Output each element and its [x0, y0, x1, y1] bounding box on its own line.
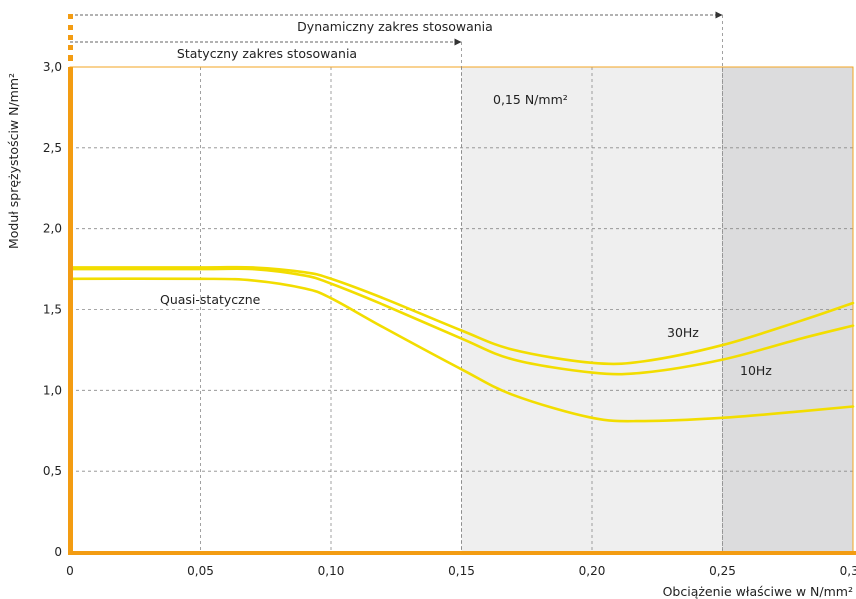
y-tick-label-6: 3,0 — [43, 60, 62, 74]
range-label-1: Statyczny zakres stosowania — [177, 46, 357, 61]
x-axis-label: Obciążenie właściwe w N/mm² — [663, 584, 853, 599]
y-tick-label-5: 2,5 — [43, 141, 62, 155]
series-line-1 — [68, 267, 855, 376]
y-axis-dash-3 — [68, 45, 73, 50]
series-line-0 — [68, 265, 855, 366]
tick-labels: 0 0,05 0,10 0,15 0,20 0,25 0,30 0 0,5 1,0 1,5 2,0 2,… — [43, 60, 856, 578]
y-tick-label-4: 2,0 — [43, 222, 62, 236]
x-tick-label-5: 0,25 — [709, 564, 736, 578]
annotation-threshold-value: 0,15 — [493, 92, 521, 107]
axes — [68, 14, 856, 555]
range-arrowhead-0 — [715, 11, 723, 19]
x-tick-label-1: 0,05 — [187, 564, 214, 578]
range-arrows: Dynamiczny zakres stosowania Statyczny za… — [70, 11, 723, 552]
range-label-0: Dynamiczny zakres stosowania — [297, 19, 493, 34]
series-label-30hz: 30Hz — [667, 325, 699, 340]
y-axis-dash-0 — [68, 14, 73, 19]
y-axis-dash-4 — [68, 55, 73, 61]
range-arrowhead-1 — [454, 38, 462, 46]
y-axis-dash-2 — [68, 35, 73, 40]
y-tick-label-3: 1,5 — [43, 303, 62, 317]
y-tick-label-0: 0 — [54, 545, 62, 559]
x-tick-label-2: 0,10 — [318, 564, 345, 578]
annotation-threshold-unit: N/mm² — [525, 92, 568, 107]
x-axis-line — [68, 551, 856, 555]
x-tick-label-0: 0 — [66, 564, 74, 578]
x-tick-label-4: 0,20 — [579, 564, 606, 578]
x-tick-label-3: 0,15 — [448, 564, 475, 578]
y-axis-label: Moduł sprężystościw N/mm² — [6, 73, 21, 249]
annotation-threshold: 0,15 N/mm² — [493, 92, 568, 107]
series-label-quasi-static: Quasi-statyczne — [160, 292, 261, 307]
series-line-2 — [68, 277, 855, 423]
labels: Moduł sprężystościw N/mm² Obciążenie wła… — [6, 73, 853, 599]
y-axis-dash-1 — [68, 25, 73, 30]
x-tick-label-6: 0,30 — [840, 564, 856, 578]
series-label-10hz: 10Hz — [740, 363, 772, 378]
y-tick-label-1: 0,5 — [43, 464, 62, 478]
y-tick-label-2: 1,0 — [43, 383, 62, 397]
series-lines — [68, 265, 855, 423]
y-axis-line — [68, 67, 73, 554]
